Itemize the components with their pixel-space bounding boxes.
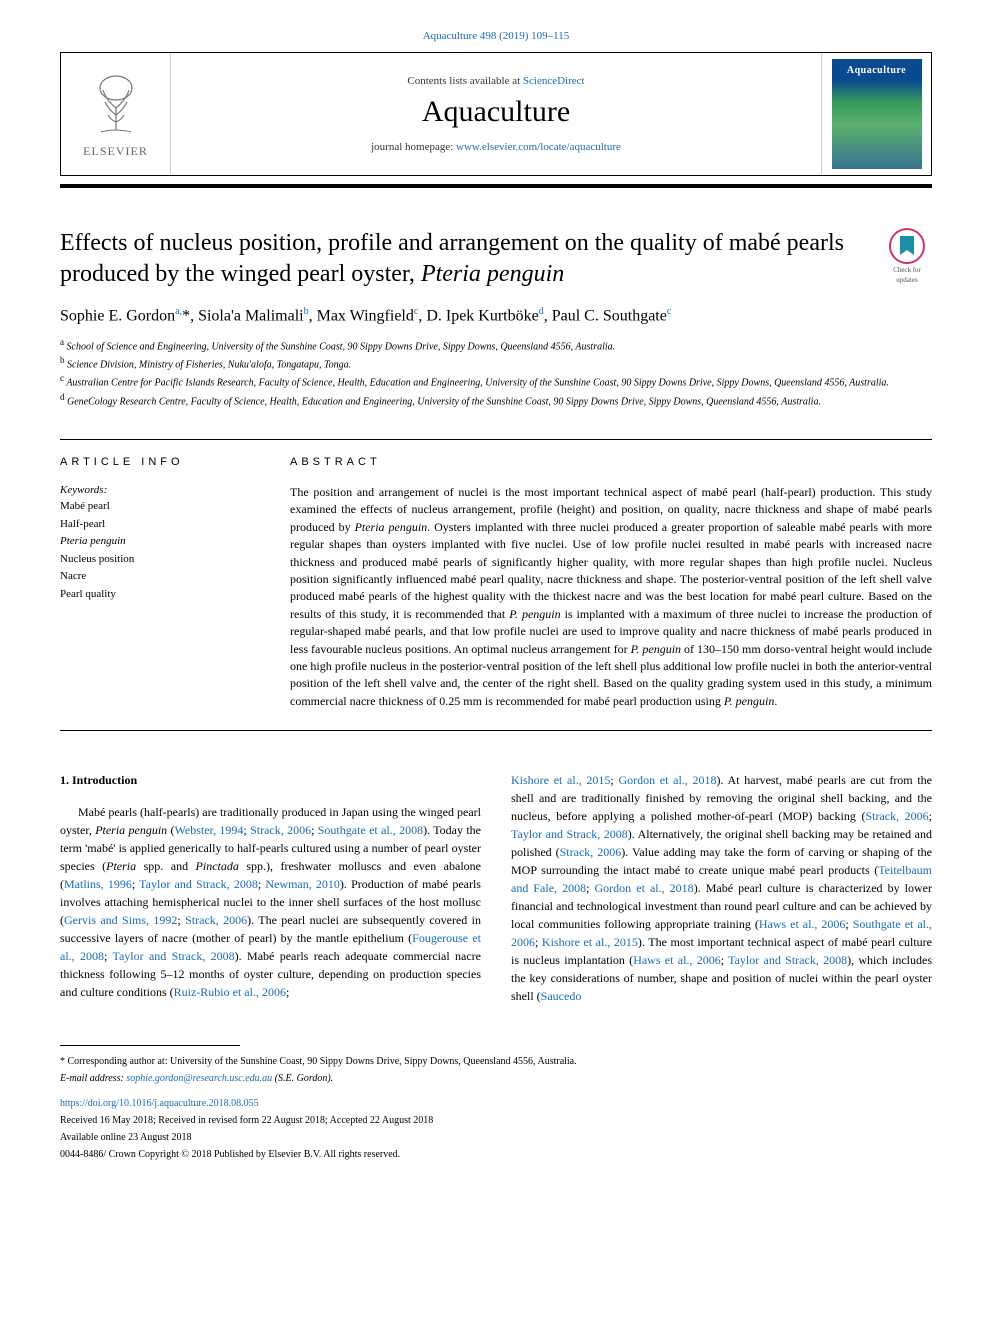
copyright: 0044-8486/ Crown Copyright © 2018 Publis… <box>60 1147 932 1162</box>
received-dates: Received 16 May 2018; Received in revise… <box>60 1113 932 1128</box>
doi-link[interactable]: https://doi.org/10.1016/j.aquaculture.20… <box>60 1098 259 1109</box>
contents-prefix: Contents lists available at <box>407 75 522 87</box>
abstract-heading: ABSTRACT <box>290 456 932 468</box>
keyword-item: Nucleus position <box>60 551 260 568</box>
footer: * Corresponding author at: University of… <box>60 1054 932 1162</box>
email-suffix: (S.E. Gordon). <box>272 1073 333 1084</box>
keyword-item: Nacre <box>60 568 260 585</box>
abstract-column: ABSTRACT The position and arrangement of… <box>290 456 932 710</box>
elsevier-label: ELSEVIER <box>83 144 148 159</box>
intro-para-left: Mabé pearls (half-pearls) are traditiona… <box>60 803 481 1001</box>
keywords-list: Mabé pearlHalf-pearlPteria penguinNucleu… <box>60 498 260 602</box>
article-info-column: ARTICLE INFO Keywords: Mabé pearlHalf-pe… <box>60 456 260 710</box>
corresponding-author: * Corresponding author at: University of… <box>60 1054 932 1069</box>
header-rule <box>60 184 932 188</box>
affiliations: a School of Science and Engineering, Uni… <box>60 336 932 409</box>
elsevier-tree-icon <box>81 70 151 140</box>
article-info-heading: ARTICLE INFO <box>60 456 260 468</box>
contents-line: Contents lists available at ScienceDirec… <box>407 75 584 87</box>
doi: https://doi.org/10.1016/j.aquaculture.20… <box>60 1096 932 1111</box>
journal-homepage: journal homepage: www.elsevier.com/locat… <box>371 141 621 153</box>
sciencedirect-link[interactable]: ScienceDirect <box>523 75 585 87</box>
journal-cover-thumbnail: Aquaculture <box>832 59 922 169</box>
intro-para-right: Kishore et al., 2015; Gordon et al., 201… <box>511 771 932 1005</box>
title-species: Pteria penguin <box>421 261 564 287</box>
body-col-left: 1. Introduction Mabé pearls (half-pearls… <box>60 771 481 1005</box>
keyword-item: Mabé pearl <box>60 498 260 515</box>
check-updates-line1: Check for <box>893 266 921 274</box>
email-link[interactable]: sophie.gordon@research.usc.edu.au <box>126 1073 272 1084</box>
keywords-label: Keywords: <box>60 484 260 496</box>
cover-thumb-cell: Aquaculture <box>821 53 931 175</box>
journal-reference: Aquaculture 498 (2019) 109–115 <box>60 30 932 42</box>
footer-separator <box>60 1045 240 1046</box>
affiliation-line: d GeneCology Research Centre, Faculty of… <box>60 391 932 409</box>
journal-header-box: ELSEVIER Contents lists available at Sci… <box>60 52 932 176</box>
email-label: E-mail address: <box>60 1073 126 1084</box>
publisher-logo-cell: ELSEVIER <box>61 53 171 175</box>
journal-ref-link[interactable]: Aquaculture 498 (2019) 109–115 <box>423 30 570 42</box>
available-date: Available online 23 August 2018 <box>60 1130 932 1145</box>
abstract-text: The position and arrangement of nuclei i… <box>290 484 932 710</box>
homepage-prefix: journal homepage: <box>371 141 456 153</box>
header-center: Contents lists available at ScienceDirec… <box>171 53 821 175</box>
bookmark-icon <box>889 228 925 264</box>
body-columns: 1. Introduction Mabé pearls (half-pearls… <box>60 771 932 1005</box>
affiliation-line: c Australian Centre for Pacific Islands … <box>60 372 932 390</box>
article-title: Effects of nucleus position, profile and… <box>60 228 866 290</box>
check-updates-badge[interactable]: Check for updates <box>882 228 932 284</box>
affiliation-line: a School of Science and Engineering, Uni… <box>60 336 932 354</box>
affiliation-line: b Science Division, Ministry of Fisherie… <box>60 354 932 372</box>
keyword-item: Pearl quality <box>60 586 260 603</box>
homepage-link[interactable]: www.elsevier.com/locate/aquaculture <box>456 141 621 153</box>
intro-heading: 1. Introduction <box>60 771 481 789</box>
authors-line: Sophie E. Gordona,*, Siola'a Malimalib, … <box>60 306 932 325</box>
keyword-item: Half-pearl <box>60 516 260 533</box>
cover-title: Aquaculture <box>843 63 910 78</box>
check-updates-line2: updates <box>896 276 917 284</box>
journal-name: Aquaculture <box>422 95 570 129</box>
keyword-item: Pteria penguin <box>60 533 260 550</box>
body-col-right: Kishore et al., 2015; Gordon et al., 201… <box>511 771 932 1005</box>
email-line: E-mail address: sophie.gordon@research.u… <box>60 1071 932 1086</box>
